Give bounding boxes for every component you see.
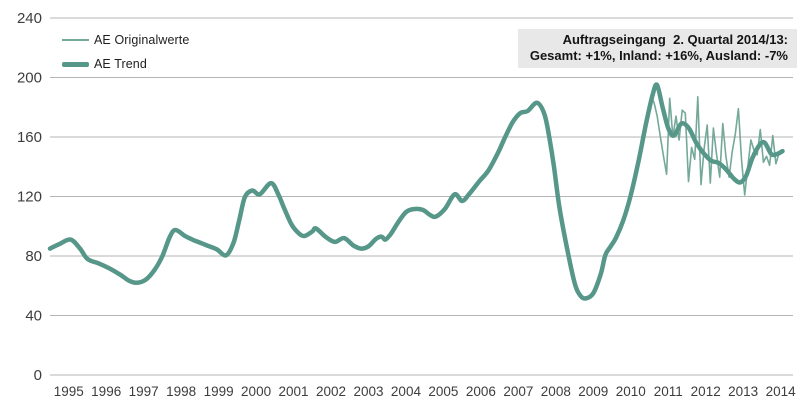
gridline-layer [50, 17, 793, 376]
x-tick-label: 2003 [353, 384, 383, 399]
x-tick-label: 1999 [204, 384, 234, 399]
y-tick-label: 200 [17, 70, 42, 87]
x-tick-label: 2013 [728, 384, 758, 399]
x-tick-label: 2004 [391, 384, 422, 399]
y-axis-labels: 0 40 80 120 160 200 240 [17, 10, 42, 384]
annotation-title: Auftragseingang 2. Quartal 2014/13: [562, 32, 788, 47]
legend-item-trend: AE Trend [62, 52, 189, 76]
x-tick-label: 2001 [279, 384, 309, 399]
trend-series-line [47, 82, 785, 301]
x-tick-label: 2006 [466, 384, 496, 399]
x-tick-label: 2007 [503, 384, 533, 399]
x-tick-label: 2011 [654, 384, 683, 399]
x-tick-label: 1995 [54, 384, 84, 399]
annotation-box: Auftragseingang 2. Quartal 2014/13: Gesa… [518, 29, 797, 68]
y-tick-label: 40 [25, 308, 42, 325]
x-tick-label: 1996 [91, 384, 121, 399]
x-tick-label: 2010 [616, 384, 646, 399]
annotation-values: Gesamt: +1%, Inland: +16%, Ausland: -7% [529, 48, 788, 63]
legend-label-trend: AE Trend [94, 57, 147, 71]
legend-item-original: AE Originalwerte [62, 28, 189, 52]
x-tick-label: 1997 [129, 384, 159, 399]
x-tick-label: 2012 [691, 384, 721, 399]
y-tick-label: 240 [17, 10, 42, 27]
y-tick-label: 80 [25, 248, 42, 265]
x-tick-label: 2002 [316, 384, 346, 399]
x-tick-label: 2005 [428, 384, 458, 399]
x-tick-label: 2000 [241, 384, 271, 399]
y-tick-label: 0 [34, 367, 42, 384]
legend-label-original: AE Originalwerte [94, 33, 190, 47]
x-axis-labels: 1995 1996 1997 1998 1999 2000 2001 2002 2003 2004… [54, 384, 796, 399]
trend-line-swatch-icon [62, 61, 89, 67]
legend: AE Originalwerte AE Trend [62, 28, 189, 76]
x-tick-label: 1998 [166, 384, 196, 399]
x-tick-label: 2009 [578, 384, 608, 399]
x-tick-label: 2008 [541, 384, 571, 399]
x-tick-label: 2014 [766, 384, 797, 399]
y-tick-label: 160 [17, 129, 42, 146]
original-line-swatch-icon [62, 39, 89, 41]
y-tick-label: 120 [17, 189, 42, 206]
